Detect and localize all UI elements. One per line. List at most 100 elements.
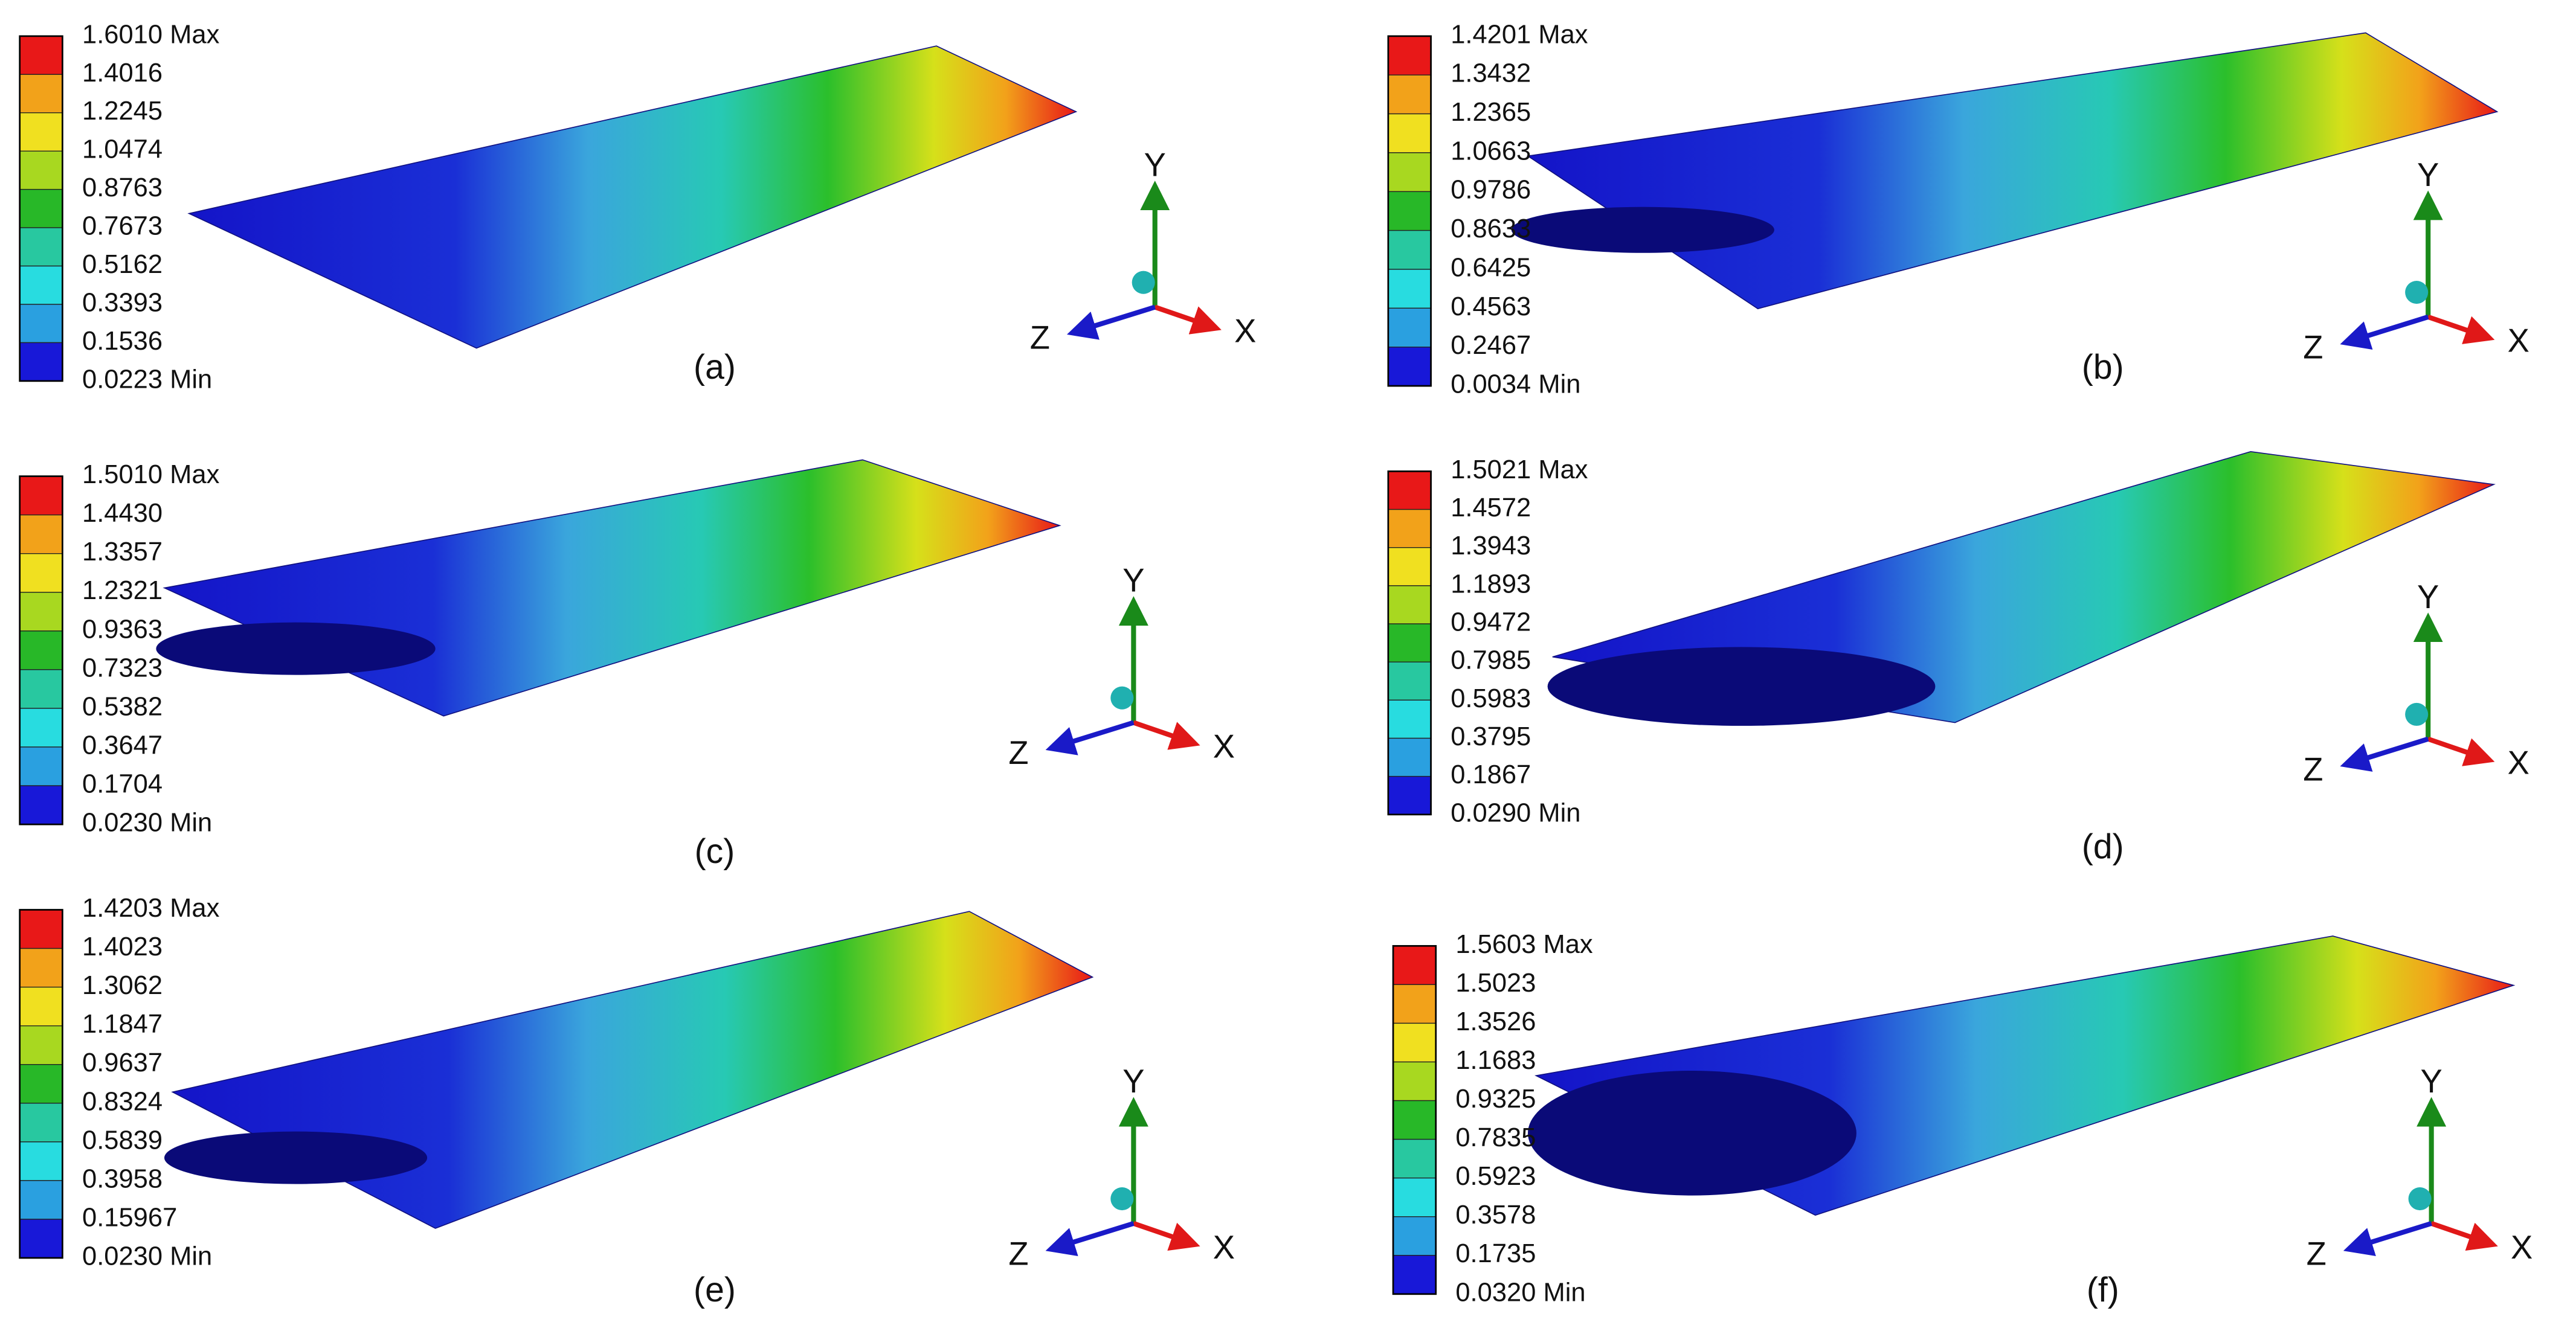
colorbar-segment — [19, 1180, 63, 1220]
legend-label: 1.0663 — [1451, 136, 1531, 165]
legend-label: 1.3432 — [1451, 59, 1531, 88]
colorbar-segment — [1393, 1216, 1437, 1256]
z-axis-label: Z — [1008, 734, 1028, 771]
colorbar-segment — [1388, 347, 1432, 386]
colorbar-segment — [19, 265, 63, 305]
legend-label: 0.2467 — [1451, 331, 1531, 360]
colorbar-segment — [19, 514, 63, 554]
legend-label: 0.0290 Min — [1451, 798, 1580, 827]
legend-label: 1.2321 — [82, 576, 163, 605]
colorbar-segment — [19, 1141, 63, 1181]
legend-label: 0.0320 Min — [1455, 1278, 1585, 1307]
x-axis-arrow — [1133, 720, 1200, 750]
colorbar-segment — [19, 1103, 63, 1143]
colorbar-segment — [1393, 1177, 1437, 1217]
colorbar-segment — [19, 188, 63, 228]
legend-label: 1.4203 Max — [82, 894, 220, 923]
colorbar-segment — [19, 1025, 63, 1065]
colorbar-segment — [1388, 547, 1432, 586]
legend-label: 0.3958 — [82, 1164, 163, 1193]
wing-model — [1526, 32, 2499, 310]
legend-label: 0.5839 — [82, 1126, 163, 1155]
legend-label: 0.7323 — [82, 653, 163, 682]
x-axis-arrow — [2427, 314, 2495, 344]
colorbar-segment — [19, 342, 63, 382]
panel: 1.4203 Max 1.4023 1.3062 1.1847 0.9637 0.8324… — [19, 894, 1235, 1309]
legend-label: 0.5382 — [82, 692, 163, 721]
legend-label: 1.5010 Max — [82, 460, 220, 489]
colorbar-segment — [1388, 229, 1432, 270]
legend-label: 1.0474 — [82, 135, 163, 164]
z-axis-label: Z — [2303, 329, 2323, 366]
x-axis-label: X — [2508, 745, 2529, 781]
colorbar-segment — [19, 475, 63, 516]
colorbar-frame — [1392, 945, 1437, 1295]
legend-label: 1.1683 — [1455, 1046, 1536, 1075]
colorbar-segment — [1388, 113, 1432, 153]
colorbar-segment — [19, 304, 63, 344]
z-axis-label: Z — [2307, 1236, 2326, 1272]
colorbar-segment — [19, 986, 63, 1027]
legend-label: 0.3647 — [82, 731, 163, 760]
legend-label: 1.2365 — [1451, 98, 1531, 127]
y-axis-label: Y — [2420, 1063, 2442, 1100]
origin-sphere — [1110, 1187, 1134, 1211]
legend-label: 0.8763 — [82, 173, 163, 202]
colorbar-segment — [1388, 470, 1432, 510]
colorbar-segment — [1388, 152, 1432, 192]
legend-label: 0.1536 — [82, 327, 163, 356]
colorbar-segment — [1393, 1138, 1437, 1179]
legend-label: 0.9786 — [1451, 176, 1531, 205]
legend-label: 0.5923 — [1455, 1162, 1536, 1191]
colorbar-segment — [19, 74, 63, 114]
x-axis-arrow — [1154, 304, 1222, 335]
colorbar-segment — [19, 1064, 63, 1104]
colorbar-segment — [19, 112, 63, 152]
x-axis-arrow — [2430, 1221, 2498, 1251]
legend-label: 1.1847 — [82, 1010, 163, 1039]
wing-root — [1547, 647, 1936, 726]
legend-label: 0.7985 — [1451, 646, 1531, 675]
legend-label: 0.0223 Min — [82, 365, 212, 394]
origin-sphere — [2408, 1187, 2432, 1211]
panel: 1.5010 Max 1.4430 1.3357 1.2321 0.9363 0.7323… — [19, 459, 1235, 871]
legend-label: 0.7835 — [1455, 1123, 1536, 1152]
colorbar-segment — [1388, 36, 1432, 75]
legend-label: 0.3393 — [82, 288, 163, 317]
colorbar-segment — [19, 36, 63, 75]
legend-label: 1.5603 Max — [1455, 930, 1593, 959]
y-axis-label: Y — [2417, 156, 2439, 193]
colorbar-segment — [19, 592, 63, 632]
panel-caption: (b) — [2082, 348, 2124, 386]
colorbar-frame — [19, 35, 63, 382]
legend-label: 0.1704 — [82, 770, 163, 799]
colorbar-segment — [1388, 307, 1432, 348]
z-axis-label: Z — [1008, 1236, 1028, 1272]
z-axis-arrow — [2340, 736, 2429, 772]
colorbar-segment — [19, 909, 63, 949]
y-axis-label: Y — [1144, 147, 1166, 184]
legend-label: 1.4572 — [1451, 493, 1531, 522]
legend-label: 1.4430 — [82, 499, 163, 528]
legend-label: 0.9637 — [82, 1048, 163, 1077]
x-axis-arrow — [1133, 1221, 1200, 1251]
legend-label: 0.4563 — [1451, 292, 1531, 321]
colorbar-segment — [19, 1219, 63, 1259]
legend-label: 0.1867 — [1451, 760, 1531, 789]
wing-root — [156, 622, 436, 675]
legend-label: 1.3526 — [1455, 1007, 1536, 1036]
colorbar-segment — [19, 785, 63, 825]
panel-caption: (f) — [2087, 1271, 2119, 1309]
origin-sphere — [2405, 702, 2429, 726]
x-axis-label: X — [1213, 728, 1235, 765]
legend-label: 1.3943 — [1451, 531, 1531, 560]
legend-label: 1.1893 — [1451, 569, 1531, 598]
legend-label: 1.6010 Max — [82, 20, 220, 49]
legend-label: 0.3795 — [1451, 722, 1531, 751]
legend-label: 0.8633 — [1451, 214, 1531, 243]
x-axis-label: X — [1213, 1229, 1235, 1266]
colorbar-segment — [1393, 1061, 1437, 1102]
legend-label: 1.4016 — [82, 59, 163, 88]
